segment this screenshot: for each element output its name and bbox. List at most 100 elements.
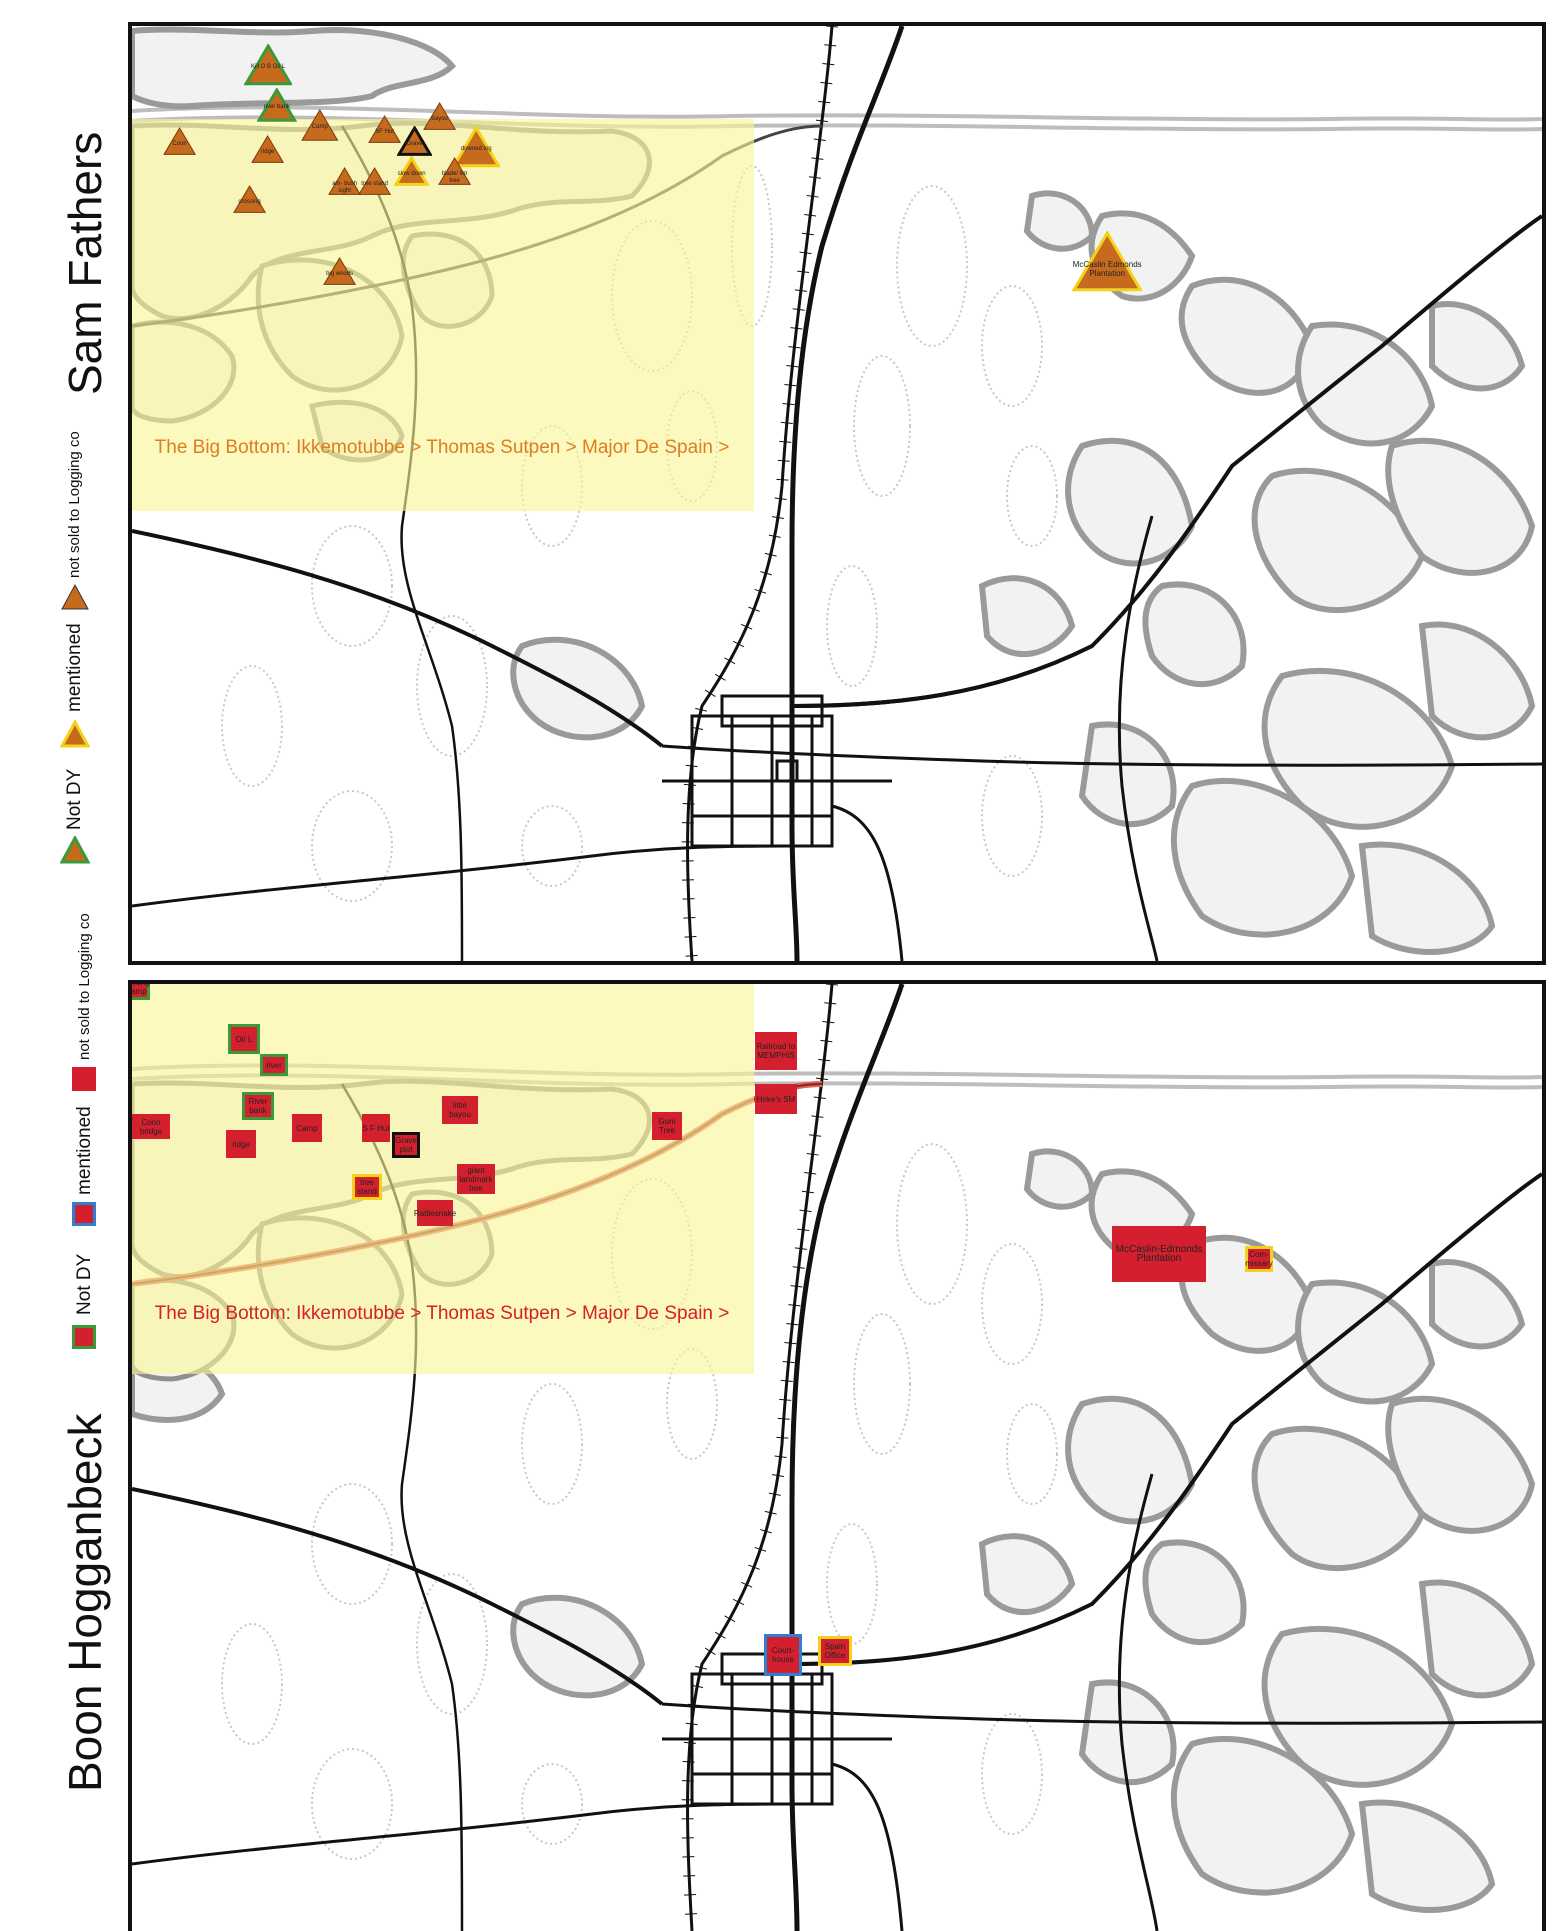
square-marker[interactable]: little bayou — [442, 1096, 478, 1124]
marker-label: S F Hut — [362, 1123, 390, 1133]
marker-label: Grave plot — [395, 1136, 417, 1154]
triangle-marker-icon — [394, 156, 430, 186]
square-marker[interactable]: Railroad to MEMPHIS — [755, 1032, 797, 1070]
boon-hogganbeck-map: The Big Bottom: Ikkemotubbe > Thomas Sut… — [128, 980, 1546, 1931]
square-marker[interactable]: Camp — [292, 1114, 322, 1142]
top-legend-title: Sam Fathers — [59, 131, 111, 395]
legend-not-sold-square-icon — [72, 1067, 96, 1091]
top-marker[interactable]: tree stand — [357, 166, 392, 196]
marker-label: Camp — [296, 1123, 318, 1133]
square-marker[interactable]: tree stand — [352, 1174, 382, 1200]
square-marker[interactable]: Hunting Camp — [128, 980, 150, 1000]
marker-label: Grave — [406, 140, 423, 147]
marker-label: ridge — [260, 148, 275, 155]
marker-label: Oi/ L — [235, 1034, 253, 1044]
top-marker[interactable]: bayou — [422, 101, 457, 131]
square-marker[interactable]: Com- missary — [1245, 1246, 1273, 1272]
top-marker[interactable]: am- bush sight — [327, 166, 362, 196]
marker-label: Camp — [311, 124, 328, 131]
top-marker[interactable]: Kill O B Oi/ L — [244, 44, 293, 86]
marker-label: tree stand — [361, 180, 388, 187]
marker-label: giant landmark tree — [459, 1165, 493, 1193]
marker-label: little bayou — [449, 1101, 471, 1119]
triangle-marker-icon — [244, 44, 293, 86]
bottom-legend-mentioned-label: mentioned — [74, 1106, 95, 1195]
marker-label: Railroad to MEMPHIS — [756, 1042, 796, 1060]
marker-label: river bank — [263, 104, 290, 111]
top-marker[interactable]: Grave — [397, 126, 433, 156]
square-marker[interactable]: Court- house — [764, 1634, 802, 1676]
top-marker[interactable]: ridge — [250, 134, 285, 164]
triangle-marker-icon — [438, 157, 472, 185]
square-marker[interactable]: McCaslin-Edmonds Plantation — [1112, 1226, 1206, 1282]
top-marker[interactable]: Camp — [300, 108, 340, 142]
square-marker[interactable]: Grave plot — [392, 1132, 420, 1158]
top-legend-mentioned-label: mentioned — [64, 623, 85, 712]
marker-label: am- bush sight — [332, 180, 358, 194]
square-marker[interactable]: River bank — [242, 1092, 274, 1120]
square-marker[interactable]: Spain Office — [818, 1636, 852, 1666]
marker-label: ridge — [232, 1139, 250, 1149]
square-marker[interactable]: Coon bridge — [132, 1114, 170, 1139]
square-marker[interactable]: S F Hut — [362, 1114, 390, 1142]
top-marker[interactable]: SF Hut — [367, 114, 402, 144]
top-marker[interactable]: McCaslin Edmonds Plantation — [1072, 231, 1143, 292]
square-marker[interactable]: Oi/ L — [228, 1024, 260, 1054]
top-marker[interactable]: slow down — [394, 156, 430, 186]
legend-not-dy-square-icon — [72, 1325, 96, 1349]
top-marker[interactable]: big woods — [322, 256, 357, 286]
top-legend-not-dy-label: Not DY — [64, 768, 85, 830]
marker-label: Hunting Camp — [128, 980, 150, 996]
marker-label: tree stand — [357, 1178, 377, 1196]
square-marker[interactable]: giant landmark tree — [457, 1164, 495, 1194]
marker-label: Kill O B Oi/ L — [251, 64, 286, 71]
triangle-marker-icon — [257, 88, 297, 122]
marker-label: river — [266, 1060, 282, 1070]
marker-label: Rattlesnake — [413, 1208, 457, 1218]
marker-label: SF Hut — [375, 128, 394, 135]
triangle-marker-icon — [323, 257, 357, 285]
marker-label: Com- missary — [1245, 1250, 1273, 1268]
marker-label: Hoke's SM — [756, 1094, 796, 1104]
big-bottom-zone-label: The Big Bottom: Ikkemotubbe > Thomas Sut… — [154, 437, 730, 458]
marker-label: Coon — [172, 140, 187, 147]
marker-label: slow down — [397, 170, 426, 177]
marker-label: bayou — [431, 115, 448, 122]
top-marker[interactable]: blade/ lim tree — [437, 156, 472, 186]
top-marker[interactable]: river bank — [257, 88, 297, 122]
square-marker[interactable]: Rattlesnake — [413, 1200, 457, 1226]
square-marker[interactable]: Hoke's SM — [755, 1084, 797, 1114]
marker-label: McCaslin-Edmonds Plantation — [1115, 1244, 1203, 1264]
square-marker[interactable]: river — [260, 1054, 288, 1076]
triangle-marker-icon — [163, 127, 197, 155]
top-marker[interactable]: downed log — [452, 126, 501, 168]
legend-mentioned-square-icon — [72, 1202, 96, 1226]
triangle-marker-icon — [233, 185, 267, 213]
marker-label: Court- house — [771, 1646, 795, 1664]
triangle-marker-icon — [301, 109, 339, 141]
triangle-marker-icon — [358, 167, 392, 195]
marker-label: downed log — [460, 146, 492, 153]
triangle-marker-icon — [452, 126, 501, 168]
marker-label: Coon bridge — [139, 1117, 163, 1136]
triangle-marker-icon — [397, 126, 433, 156]
triangle-marker-icon — [251, 135, 285, 163]
triangle-marker-icon — [328, 167, 362, 195]
square-marker[interactable]: Gum Tree — [652, 1112, 682, 1140]
marker-label: big woods — [326, 270, 354, 277]
marker-label: Spain Office — [824, 1642, 846, 1660]
triangle-marker-icon — [368, 115, 402, 143]
sam-fathers-map: The Big Bottom: Ikkemotubbe > Thomas Sut… — [128, 22, 1546, 965]
top-marker[interactable]: crossing — [232, 184, 267, 214]
triangle-marker-icon — [423, 102, 457, 130]
top-legend-not-sold-label: not sold to Logging co — [66, 431, 83, 578]
marker-label: crossing — [238, 198, 261, 205]
marker-label: blade/ lim tree — [441, 170, 468, 184]
top-marker[interactable]: Coon — [162, 126, 197, 156]
marker-label: McCaslin Edmonds Plantation — [1072, 260, 1142, 279]
bottom-legend-not-dy-label: Not DY — [74, 1253, 95, 1315]
square-marker[interactable]: ridge — [226, 1130, 256, 1158]
marker-label: Gum Tree — [658, 1117, 676, 1135]
triangle-marker-icon — [1072, 231, 1143, 292]
big-bottom-zone-label: The Big Bottom: Ikkemotubbe > Thomas Sut… — [154, 1303, 730, 1324]
